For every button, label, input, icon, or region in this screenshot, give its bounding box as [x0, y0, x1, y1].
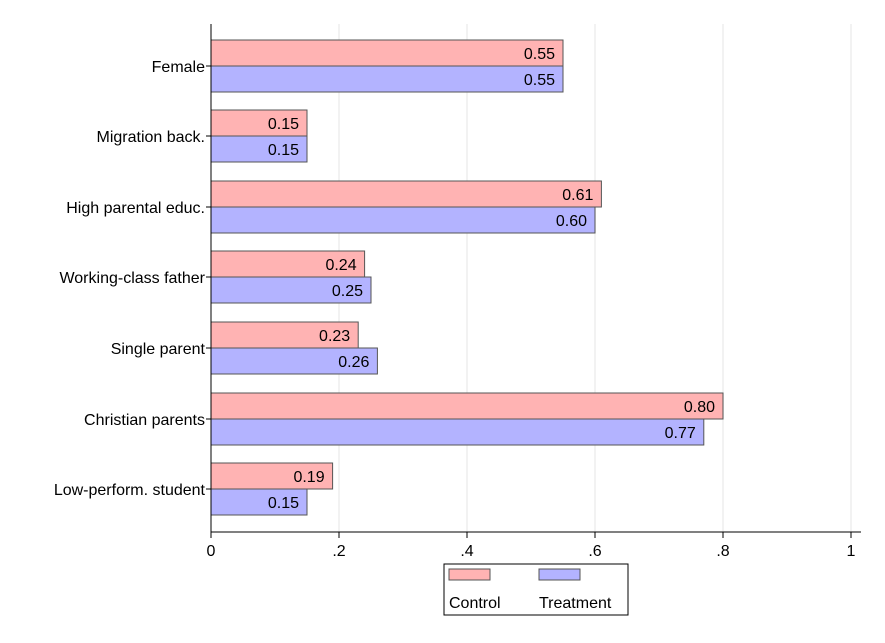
data-label: 0.26: [338, 354, 369, 371]
data-label: 0.15: [268, 142, 299, 159]
bars: 0.55 0.55 0.15 0.15 0.61 0.60 0.24 0.25 0.23 0.26…: [210, 39, 724, 516]
bar-control-1: [210, 39, 564, 67]
legend: Control Treatment: [443, 563, 629, 616]
bar-treatment-1: [210, 65, 564, 93]
data-label: 0.15: [268, 495, 299, 512]
bar-control-7: [210, 462, 334, 490]
data-label: 0.77: [665, 425, 696, 442]
category-label: High parental educ.: [66, 200, 205, 217]
bar-treatment-7: [210, 488, 308, 516]
category-label: Migration back.: [97, 129, 206, 146]
data-label: 0.61: [562, 187, 593, 204]
gridlines: [338, 24, 852, 532]
bar-treatment-6: [210, 418, 705, 446]
category-label: Single parent: [111, 341, 206, 358]
category-label: Working-class father: [59, 270, 205, 287]
data-label: 0.19: [293, 469, 324, 486]
x-tick-label: .6: [588, 543, 601, 560]
data-label: 0.55: [524, 46, 555, 63]
legend-label-treatment: Treatment: [539, 595, 612, 612]
legend-swatch-treatment: [538, 568, 581, 581]
axes: Female Migration back. High parental educ.…: [54, 24, 861, 560]
category-label: Christian parents: [84, 412, 205, 429]
x-tick-label: .8: [716, 543, 729, 560]
x-tick-label: .2: [332, 543, 345, 560]
data-label: 0.24: [325, 257, 356, 274]
data-label: 0.80: [684, 399, 715, 416]
bar-treatment-3: [210, 206, 596, 234]
x-tick-label: 0: [207, 543, 216, 560]
bar-treatment-4: [210, 276, 372, 304]
category-label: Low-perform. student: [54, 482, 206, 499]
data-label: 0.23: [319, 328, 350, 345]
bar-control-3: [210, 180, 602, 208]
data-label: 0.25: [332, 283, 363, 300]
data-label: 0.15: [268, 116, 299, 133]
data-label: 0.55: [524, 72, 555, 89]
x-tick-label: 1: [847, 543, 856, 560]
bar-control-6: [210, 392, 724, 420]
legend-swatch-control: [448, 568, 491, 581]
category-label: Female: [152, 59, 205, 76]
x-tick-label: .4: [460, 543, 473, 560]
legend-label-control: Control: [449, 595, 501, 612]
bar-treatment-5: [210, 347, 378, 375]
data-label: 0.60: [556, 213, 587, 230]
